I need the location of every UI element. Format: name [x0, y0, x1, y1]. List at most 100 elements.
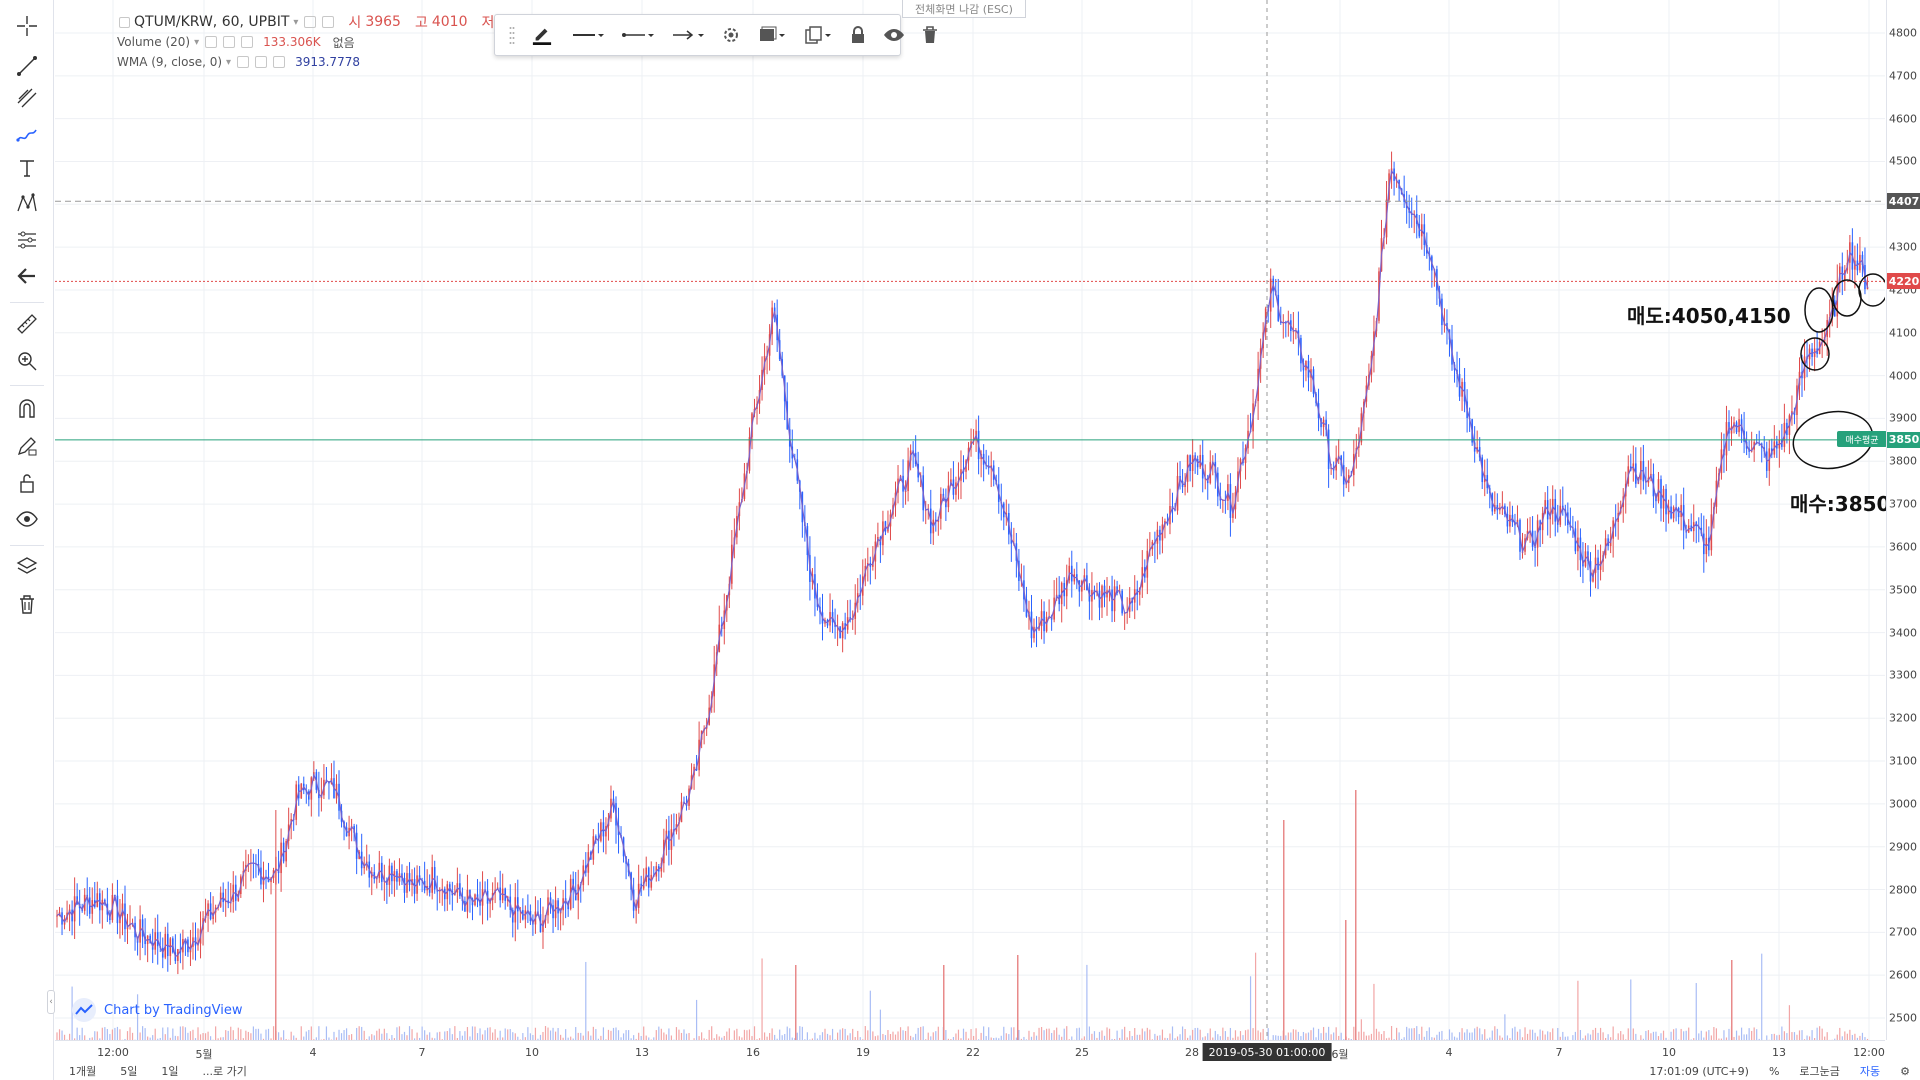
volume-bar — [1292, 1029, 1294, 1040]
trend-line-icon[interactable] — [11, 50, 43, 82]
pen-color-icon[interactable] — [521, 19, 563, 51]
volume-bar — [819, 1035, 821, 1040]
volume-bar — [1277, 1035, 1279, 1040]
volume-bar — [1312, 1027, 1315, 1040]
volume-bar — [756, 1039, 758, 1040]
volume-bar — [172, 1028, 174, 1040]
volume-bar — [1776, 1035, 1778, 1040]
time-tick: 16 — [746, 1046, 760, 1059]
volume-bar — [368, 1036, 370, 1040]
buy-annotation[interactable]: 매수:3850 — [1790, 492, 1891, 516]
volume-bar — [1740, 1027, 1743, 1040]
volume-bar — [76, 1027, 78, 1040]
unlock-icon[interactable] — [11, 467, 43, 499]
collapse-toolbar-handle[interactable]: ‹ — [47, 990, 55, 1014]
chevron-down-icon[interactable]: ▾ — [194, 36, 200, 48]
volume-bar — [1310, 1030, 1312, 1040]
drag-handle-icon[interactable] — [509, 25, 515, 45]
line-style-icon[interactable] — [613, 19, 663, 51]
volume-bar — [323, 1038, 325, 1040]
volume-bar — [1675, 1028, 1677, 1040]
price-tick: 3900 — [1889, 411, 1917, 425]
volume-bar — [1859, 1035, 1861, 1040]
symbol-title[interactable]: QTUM/KRW, 60, UPBIT — [134, 14, 290, 30]
volume-bar — [789, 1028, 791, 1040]
volume-bar — [894, 1034, 897, 1040]
log-scale-toggle[interactable]: 로그눈금 — [1799, 1065, 1840, 1078]
exit-fullscreen-hint[interactable]: 전체화면 나감 (ESC) — [902, 0, 1026, 18]
volume-bar — [313, 1039, 315, 1040]
eye-icon[interactable] — [11, 503, 43, 535]
time-axis[interactable]: 12:00 13 10 7 4 6월 28 25 22 19 16 13 10 7 4 5월 12:00 201… — [55, 1040, 1885, 1062]
auto-scale-toggle[interactable]: 자동 — [1859, 1065, 1881, 1078]
clock[interactable]: 17:01:09 (UTC+9) — [1649, 1064, 1749, 1078]
volume-bar — [1803, 1039, 1806, 1040]
ruler-icon[interactable] — [11, 308, 43, 340]
crosshair-icon[interactable] — [11, 10, 43, 42]
layers-icon[interactable] — [11, 551, 43, 583]
forecast-icon[interactable] — [11, 224, 43, 256]
volume-bar — [1043, 1030, 1045, 1040]
line-end-icon[interactable] — [663, 19, 713, 51]
fib-channel-icon[interactable] — [11, 82, 43, 114]
zoom-icon[interactable] — [11, 345, 43, 377]
price-axis[interactable]: 4800470046004500440043004200410040003900… — [1886, 0, 1920, 1040]
sell-annotation[interactable]: 매도:4050,4150 — [1627, 304, 1791, 328]
volume-bar — [1131, 1035, 1133, 1040]
close-mini-icon[interactable] — [273, 56, 286, 68]
volume-bar — [109, 1034, 111, 1040]
wma-study-name[interactable]: WMA (9, close, 0) — [117, 55, 223, 69]
volume-bar — [1280, 1035, 1282, 1040]
collapse-legend-icon[interactable] — [119, 16, 130, 28]
volume-bar — [1076, 1028, 1078, 1040]
range-1m-button[interactable]: 1개월 — [69, 1065, 97, 1078]
volume-bar — [1544, 1034, 1546, 1040]
volume-bar — [1161, 1029, 1164, 1040]
volume-bar — [1864, 1037, 1866, 1040]
gear-icon[interactable]: ⚙ — [1900, 1064, 1910, 1078]
hide-mini-icon[interactable] — [322, 16, 335, 28]
settings-mini-icon[interactable] — [304, 16, 317, 28]
sell-circle-2 — [1804, 287, 1834, 333]
brush-icon[interactable] — [11, 118, 43, 150]
chevron-down-icon[interactable]: ▾ — [293, 16, 299, 28]
watermark-text: Chart by TradingView — [104, 1002, 243, 1018]
settings-mini-icon[interactable] — [205, 36, 218, 48]
volume-bar — [396, 1027, 398, 1040]
percent-toggle[interactable]: % — [1768, 1064, 1780, 1078]
text-icon[interactable] — [11, 152, 43, 184]
volume-bar — [1856, 1037, 1859, 1040]
lock-icon[interactable] — [841, 19, 875, 51]
magnet-icon[interactable] — [11, 393, 43, 425]
volume-bar — [167, 1027, 169, 1040]
line-width-icon[interactable] — [563, 19, 613, 51]
volume-study-name[interactable]: Volume (20) — [117, 35, 191, 49]
volume-bar — [1622, 1034, 1624, 1040]
chevron-down-icon[interactable]: ▾ — [226, 56, 232, 68]
gear-icon[interactable] — [713, 19, 749, 51]
settings-mini-icon[interactable] — [237, 56, 250, 68]
close-mini-icon[interactable] — [241, 36, 254, 48]
price-chart[interactable] — [55, 0, 1885, 1040]
volume-bar — [1101, 1030, 1103, 1040]
format-mini-icon[interactable] — [223, 36, 236, 48]
volume-bar — [1685, 1030, 1687, 1040]
volume-bar — [779, 1029, 781, 1040]
back-arrow-icon[interactable] — [11, 260, 43, 292]
volume-bar — [658, 1026, 660, 1040]
visibility-layers-icon[interactable] — [749, 19, 795, 51]
format-mini-icon[interactable] — [255, 56, 268, 68]
eye-icon[interactable] — [875, 19, 913, 51]
volume-bar — [857, 1030, 859, 1040]
trash-icon[interactable] — [913, 19, 947, 51]
range-1d-button[interactable]: 1일 — [161, 1065, 179, 1078]
goto-date-button[interactable]: ...로 가기 — [202, 1065, 247, 1078]
pattern-icon[interactable] — [11, 187, 43, 219]
lock-drawing-pencil-icon[interactable] — [11, 430, 43, 462]
trash-icon[interactable] — [11, 588, 43, 620]
clone-icon[interactable] — [795, 19, 841, 51]
tradingview-watermark[interactable]: Chart by TradingView — [72, 998, 242, 1022]
sell-circle-4 — [1858, 273, 1885, 307]
range-5d-button[interactable]: 5일 — [120, 1065, 138, 1078]
